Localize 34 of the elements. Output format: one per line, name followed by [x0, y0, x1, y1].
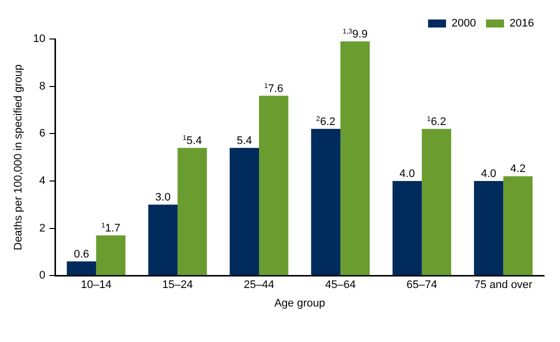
data-label: 4.0	[480, 168, 496, 180]
y-axis-title: Deaths per 100,000 in specified group	[12, 64, 25, 250]
bar	[340, 41, 370, 276]
y-tick-label: 2	[39, 222, 46, 234]
data-label: 5.4	[236, 134, 252, 147]
y-tick-label: 6	[39, 128, 46, 140]
bar	[230, 148, 260, 276]
y-tick-label: 8	[39, 80, 46, 92]
x-axis-title: Age group	[274, 297, 326, 310]
data-label: 3.0	[155, 192, 171, 204]
x-tick-label: 15–24	[162, 279, 193, 292]
data-label: 0.6	[74, 248, 90, 260]
data-label: 4.0	[400, 168, 415, 180]
bar	[178, 148, 207, 276]
y-tick-label: 0	[39, 270, 46, 282]
bar	[503, 176, 533, 276]
x-tick-label: 25–44	[244, 279, 274, 292]
y-tick-label: 10	[33, 33, 46, 46]
bar	[392, 180, 422, 276]
x-tick-label: 45–64	[325, 279, 356, 292]
y-tick-label: 4	[39, 174, 46, 187]
bar	[148, 204, 178, 276]
bar	[311, 128, 340, 276]
bar	[474, 180, 504, 276]
bar	[96, 235, 126, 276]
x-tick-label: 75 and over	[474, 279, 533, 292]
bar	[259, 96, 288, 276]
data-label: 4.2	[510, 163, 526, 176]
bar	[422, 128, 452, 276]
x-tick-label: 10–14	[80, 279, 112, 292]
bar	[66, 261, 96, 276]
x-tick-label: 65–74	[406, 279, 438, 292]
legend-label: 2000	[452, 18, 476, 30]
legend-label: 2016	[510, 18, 534, 30]
